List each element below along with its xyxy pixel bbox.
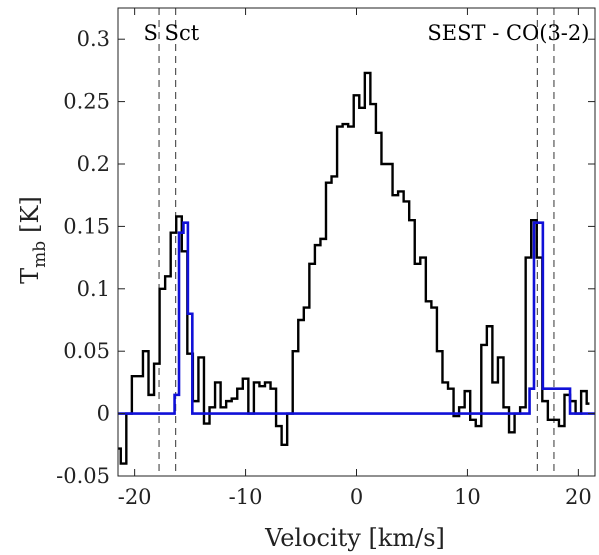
y-tick-label-0: -0.05 [56, 464, 110, 488]
y-axis-label-main: T [16, 268, 44, 284]
x-tick-label-1: -10 [229, 485, 263, 509]
x-axis-label: Velocity [km/s] [264, 524, 445, 552]
y-tick-label-5: 0.2 [77, 152, 110, 176]
x-tick-labels: -20 -10 0 10 20 [118, 485, 592, 509]
annotation-0: S Sct [144, 21, 200, 45]
y-tick-labels: -0.05 0 0.05 0.1 0.15 0.2 0.25 0.3 [56, 27, 110, 488]
ticks-layer [118, 8, 595, 477]
series-line-1 [118, 221, 595, 415]
x-tick-label-2: 0 [350, 485, 363, 509]
x-tick-label-0: -20 [118, 485, 152, 509]
y-tick-label-7: 0.3 [77, 27, 110, 51]
y-axis-label: Tmb [K] [16, 196, 50, 284]
y-tick-label-6: 0.25 [63, 90, 110, 114]
annotation-1: SEST - CO(3-2) [427, 21, 589, 45]
y-axis-label-unit: [K] [16, 196, 44, 233]
y-tick-label-3: 0.1 [77, 277, 110, 301]
y-tick-label-2: 0.05 [63, 339, 110, 363]
annotations-layer: S Sct SEST - CO(3-2) [144, 21, 590, 45]
x-tick-label-4: 20 [565, 485, 592, 509]
y-axis-label-subscript: mb [30, 241, 50, 268]
x-tick-label-3: 10 [454, 485, 481, 509]
series-line-0 [118, 71, 590, 465]
series-layer [118, 71, 595, 465]
plot-background [118, 8, 595, 476]
y-tick-label-4: 0.15 [63, 214, 110, 238]
y-tick-label-1: 0 [97, 402, 110, 426]
